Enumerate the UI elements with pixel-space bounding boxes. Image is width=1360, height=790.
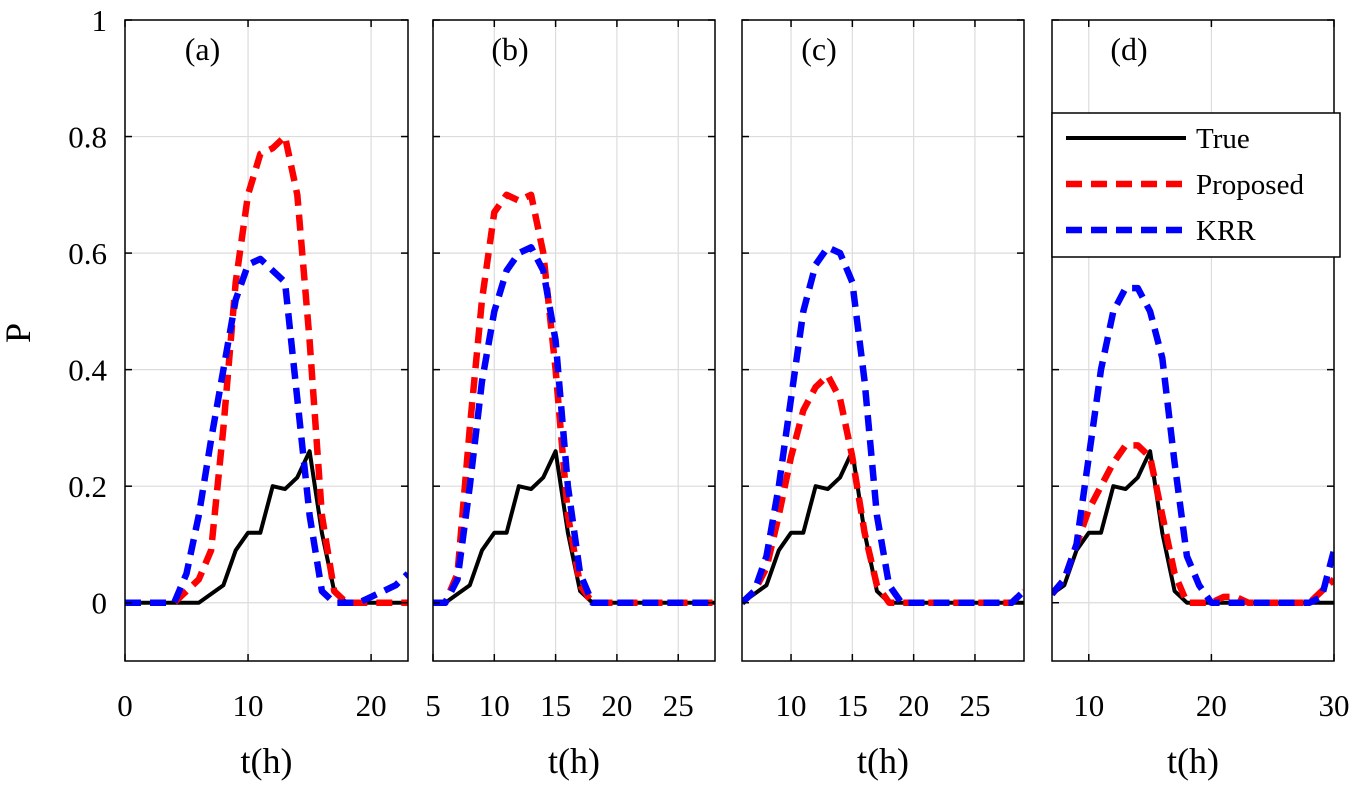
y-tick-label: 1 xyxy=(92,3,108,38)
series-line-true xyxy=(433,449,715,605)
legend-label-krr: KRR xyxy=(1196,215,1256,247)
x-tick-label: 10 xyxy=(233,688,264,723)
legend-label-proposed: Proposed xyxy=(1196,169,1304,201)
y-axis-label: P xyxy=(0,323,38,343)
panel-1: 5 10 15 20 25 t(h) (b) xyxy=(425,19,716,781)
legend-label-true: True xyxy=(1196,123,1250,155)
axes-box xyxy=(124,19,409,662)
legend: True Proposed KRR xyxy=(1051,112,1341,258)
y-tick-label: 0 xyxy=(92,586,108,621)
series-line-proposed xyxy=(125,133,408,606)
axes-box xyxy=(432,19,716,662)
panel-2: 10 15 20 25 t(h) (c) xyxy=(741,19,1025,781)
y-tick-label: 0.6 xyxy=(68,236,107,271)
series-line-proposed xyxy=(433,191,715,606)
series-line-krr xyxy=(742,244,1024,606)
panel-title: (a) xyxy=(185,31,221,67)
x-tick-label: 20 xyxy=(356,688,387,723)
panel-title: (c) xyxy=(801,31,837,67)
series-line-true xyxy=(1052,449,1334,605)
series-line-krr xyxy=(1052,284,1334,606)
series-line-true xyxy=(125,449,408,605)
series-line-krr xyxy=(433,244,715,606)
series-line-krr xyxy=(125,255,408,606)
panel-title: (d) xyxy=(1110,31,1147,67)
x-tick-label: 10 xyxy=(1073,688,1104,723)
x-tick-label: 15 xyxy=(540,688,571,723)
x-tick-label: 10 xyxy=(479,688,510,723)
axes-box xyxy=(1051,19,1335,662)
x-tick-label: 20 xyxy=(601,688,632,723)
y-tick-label: 0.4 xyxy=(68,353,107,388)
panel-0: 0 10 20 0 0.2 0.4 0.6 0.8 1 t(h) (a) xyxy=(68,3,409,781)
x-tick-label: 5 xyxy=(425,688,441,723)
panels: 0 10 20 0 0.2 0.4 0.6 0.8 1 t(h) (a) 5 10 15 20 25 t(h) (… xyxy=(68,3,1349,781)
x-axis-label: t(h) xyxy=(548,741,600,781)
x-tick-label: 25 xyxy=(959,688,990,723)
x-axis-label: t(h) xyxy=(241,741,293,781)
panel-3: 10 20 30 t(h) (d) xyxy=(1051,19,1350,781)
y-tick-label: 0.8 xyxy=(68,120,107,155)
x-axis-label: t(h) xyxy=(857,741,909,781)
x-tick-label: 20 xyxy=(898,688,929,723)
y-tick-label: 0.2 xyxy=(68,469,107,504)
x-tick-label: 30 xyxy=(1319,688,1350,723)
x-tick-label: 25 xyxy=(663,688,694,723)
axes-box xyxy=(741,19,1025,662)
x-tick-label: 20 xyxy=(1196,688,1227,723)
panel-title: (b) xyxy=(491,31,528,67)
series-line-proposed xyxy=(1052,442,1334,606)
x-tick-label: 15 xyxy=(837,688,868,723)
series-line-proposed xyxy=(742,372,1024,606)
x-tick-label: 10 xyxy=(776,688,807,723)
x-tick-label: 0 xyxy=(117,688,133,723)
x-axis-label: t(h) xyxy=(1167,741,1219,781)
